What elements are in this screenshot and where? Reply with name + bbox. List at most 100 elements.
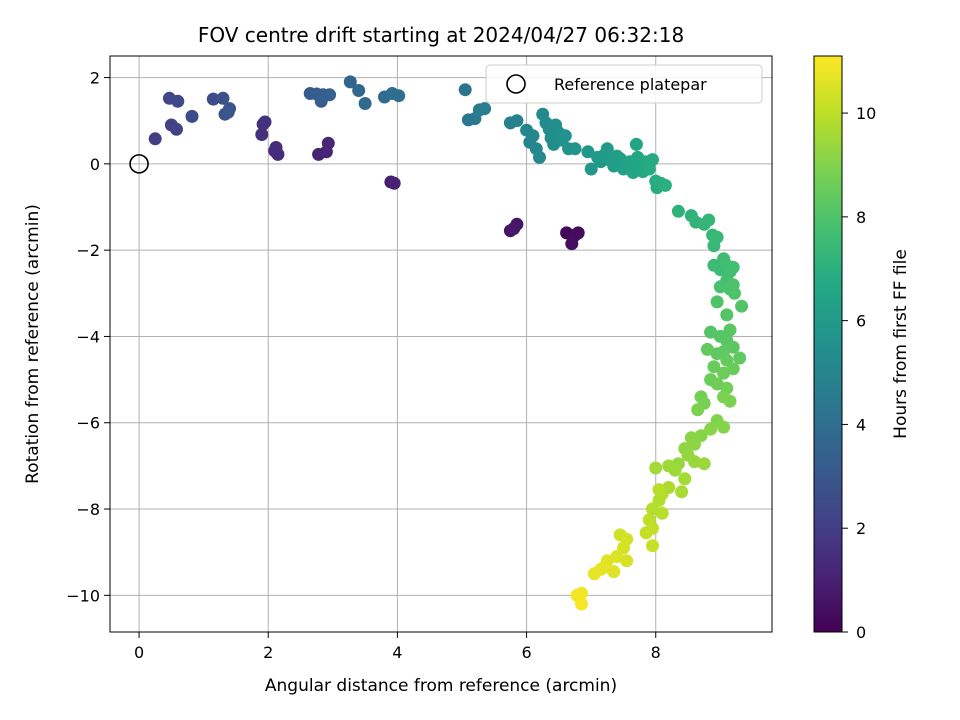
data-point [728, 286, 741, 300]
legend-marker [506, 74, 526, 94]
data-point [720, 308, 734, 322]
data-point [723, 323, 737, 337]
colorbar-ticks: 0 2 4 6 8 10 [842, 104, 876, 642]
x-tick-label: 2 [263, 643, 273, 662]
data-point [533, 150, 546, 164]
data-point [688, 437, 701, 451]
data-point [216, 91, 230, 105]
data-point [646, 539, 659, 553]
y-axis-label: Rotation from reference (arcmin) [23, 204, 43, 484]
data-point [723, 394, 737, 408]
colorbar-tick-label: 8 [856, 208, 866, 227]
y-tick-label: −2 [76, 241, 100, 260]
x-tick-label: 6 [521, 643, 531, 662]
data-point [717, 420, 731, 434]
data-point [558, 129, 572, 143]
data-point [587, 567, 601, 581]
data-point [671, 204, 685, 218]
data-point [639, 526, 653, 540]
colorbar-tick-label: 10 [856, 104, 876, 123]
data-point [387, 176, 401, 190]
data-point [206, 92, 220, 106]
data-point [575, 597, 588, 611]
x-tick-label: 0 [134, 643, 144, 662]
data-point [343, 75, 357, 89]
data-point [258, 115, 272, 129]
data-point [735, 299, 749, 313]
data-point [478, 102, 492, 116]
data-point [713, 280, 727, 294]
data-point [581, 145, 595, 159]
data-point [658, 178, 672, 192]
data-point [675, 485, 689, 499]
data-point [526, 129, 540, 143]
data-point [678, 472, 692, 486]
data-point [610, 550, 624, 563]
data-point [704, 325, 718, 339]
data-point [700, 342, 714, 356]
legend-label: Reference platepar [554, 75, 707, 94]
colorbar-tick-label: 4 [856, 415, 866, 434]
reference-platepar-marker [129, 154, 149, 174]
data-point [352, 84, 366, 97]
data-point [710, 230, 724, 244]
data-point [221, 105, 235, 119]
data-point [688, 455, 701, 469]
y-tick-label: −10 [66, 586, 100, 605]
data-point [458, 83, 472, 97]
x-tick-label: 4 [392, 643, 402, 662]
data-point [717, 366, 731, 380]
data-point [697, 457, 711, 471]
x-tick-label: 8 [651, 643, 661, 662]
data-point [568, 142, 582, 156]
data-point [510, 114, 524, 128]
x-axis-label: Angular distance from reference (arcmin) [265, 676, 617, 696]
colorbar-tick-label: 2 [856, 519, 866, 538]
y-tick-label: −6 [76, 414, 100, 433]
data-point [620, 554, 634, 568]
data-point [726, 260, 740, 274]
plot-frame [109, 55, 773, 633]
x-axis-ticks: 0 2 4 6 8 [134, 632, 661, 662]
data-point [392, 89, 406, 103]
data-point [148, 132, 162, 146]
colorbar-tick-label: 0 [856, 623, 866, 642]
data-point [507, 222, 521, 236]
data-point [170, 122, 183, 136]
data-point [571, 226, 585, 240]
data-point [321, 136, 335, 150]
data-point [255, 128, 269, 141]
data-point [652, 483, 666, 497]
data-point [358, 97, 372, 110]
y-tick-label: −4 [76, 327, 100, 346]
data-point [185, 109, 199, 123]
data-point [649, 461, 663, 475]
data-point [702, 213, 716, 227]
grid-lines [110, 56, 772, 632]
chart-title: FOV centre drift starting at 2024/04/27 … [198, 23, 684, 47]
data-point [600, 142, 614, 156]
y-tick-label: 2 [90, 69, 100, 88]
data-point [710, 347, 724, 361]
data-point [710, 295, 724, 309]
data-point [691, 403, 705, 417]
data-point [269, 141, 283, 154]
legend-box [485, 64, 763, 104]
colorbar-tick-label: 6 [856, 312, 866, 331]
scatter-points [148, 75, 749, 611]
data-point [171, 94, 185, 108]
data-point [704, 422, 718, 436]
data-point [733, 351, 747, 365]
data-point [707, 360, 721, 374]
data-point [662, 459, 676, 473]
data-point [646, 153, 659, 167]
data-point [646, 502, 659, 516]
data-point [565, 237, 579, 251]
data-point [655, 506, 669, 520]
data-point [710, 377, 724, 391]
colorbar [813, 55, 843, 633]
data-point [607, 565, 621, 579]
data-point [584, 162, 598, 176]
data-point [323, 88, 337, 102]
